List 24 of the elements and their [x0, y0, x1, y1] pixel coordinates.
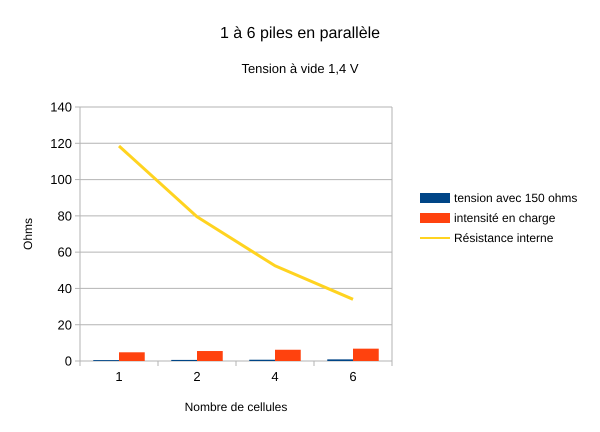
legend-label: tension avec 150 ohms	[454, 191, 578, 206]
y-tick-label: 40	[58, 280, 72, 296]
y-tick-label: 140	[50, 100, 72, 115]
x-tick-label: 4	[271, 369, 279, 384]
x-tick-label: 2	[193, 369, 201, 384]
y-tick-label: 20	[58, 317, 72, 332]
bar	[197, 351, 223, 361]
y-tick-label: 120	[50, 136, 72, 151]
legend-label: intensité en charge	[454, 211, 556, 226]
y-tick-label: 0	[64, 354, 72, 369]
chart-title: 1 à 6 piles en parallèle	[220, 25, 380, 42]
y-tick-label: 80	[58, 208, 72, 224]
x-tick-label: 1	[115, 369, 123, 384]
chart-subtitle: Tension à vide 1,4 V	[241, 61, 359, 76]
bar	[275, 350, 301, 361]
x-tick-label: 6	[349, 369, 357, 384]
y-axis-title: Ohms	[21, 218, 35, 250]
bar	[119, 352, 145, 361]
line-series	[118, 144, 354, 301]
y-tick-label: 100	[50, 172, 72, 188]
x-axis-title: Nombre de cellules	[184, 400, 288, 414]
bar	[353, 348, 379, 361]
legend-label: Résistance interne	[454, 231, 554, 246]
y-tick-label: 60	[58, 244, 72, 260]
